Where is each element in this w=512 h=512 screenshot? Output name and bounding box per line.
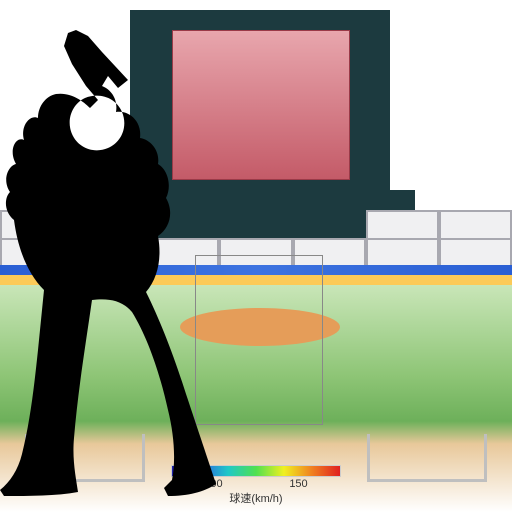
stand-box xyxy=(219,210,292,238)
stand-box xyxy=(366,238,439,266)
stand-box xyxy=(366,210,439,238)
stand-box xyxy=(439,210,512,238)
batters-box-right xyxy=(367,434,487,482)
batter-silhouette xyxy=(0,30,220,500)
stand-box xyxy=(439,238,512,266)
legend-tick: 150 xyxy=(289,478,307,490)
pitch-location-chart: 100 150 球速(km/h) xyxy=(0,0,512,512)
stand-box xyxy=(293,210,366,238)
